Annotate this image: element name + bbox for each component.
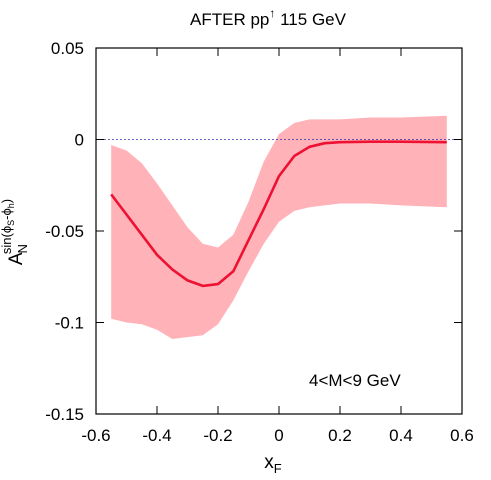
x-tick-label: -0.4 [142, 426, 171, 445]
y-axis-label-sup-end: ) [0, 199, 14, 203]
chart-title-superscript: ↑ [269, 6, 275, 20]
series-line-0 [110, 140, 447, 288]
uncertainty-band-layer [111, 115, 447, 339]
y-tick-label: -0.1 [55, 314, 84, 333]
x-axis-label: xF [264, 452, 282, 476]
x-tick-label: 0.6 [450, 426, 474, 445]
y-axis-label-sup-h: h [6, 203, 16, 208]
x-tick-label: 0 [274, 426, 283, 445]
y-tick-label: 0 [75, 131, 84, 150]
y-tick-label: -0.15 [45, 405, 84, 424]
y-tick-label: 0.05 [51, 39, 84, 58]
tick-layer: -0.6 -0.4 -0.2 0 0.2 0.4 0.6 -0.15 -0.1 -0.05 0 0.0… [45, 39, 474, 445]
y-tick-label: -0.05 [45, 222, 84, 241]
y-axis-label-sub: N [15, 244, 30, 253]
y-axis-label-sup-mid: -ϕ [0, 208, 14, 220]
y-axis-label: ANsin(ϕS-ϕh) [0, 199, 30, 265]
y-axis-label-sup-s: S [6, 220, 16, 226]
x-tick-label: 0.2 [328, 426, 352, 445]
x-tick-label: -0.2 [203, 426, 232, 445]
uncertainty-band [111, 115, 447, 339]
chart-title-rest: 115 GeV [275, 10, 346, 29]
x-axis-label-base: x [264, 452, 274, 473]
y-axis-label-sup: sin(ϕ [0, 226, 14, 254]
x-tick-label: -0.6 [81, 426, 110, 445]
x-axis-label-sub: F [274, 461, 282, 476]
mass-range-annotation: 4<M<9 GeV [309, 371, 401, 390]
y-axis-label-base: A [6, 252, 27, 265]
x-tick-label: 0.4 [389, 426, 413, 445]
chart-title-main: AFTER pp [190, 10, 269, 29]
chart-title: AFTER pp↑ 115 GeV [190, 6, 347, 29]
series-line-layer [110, 140, 447, 288]
